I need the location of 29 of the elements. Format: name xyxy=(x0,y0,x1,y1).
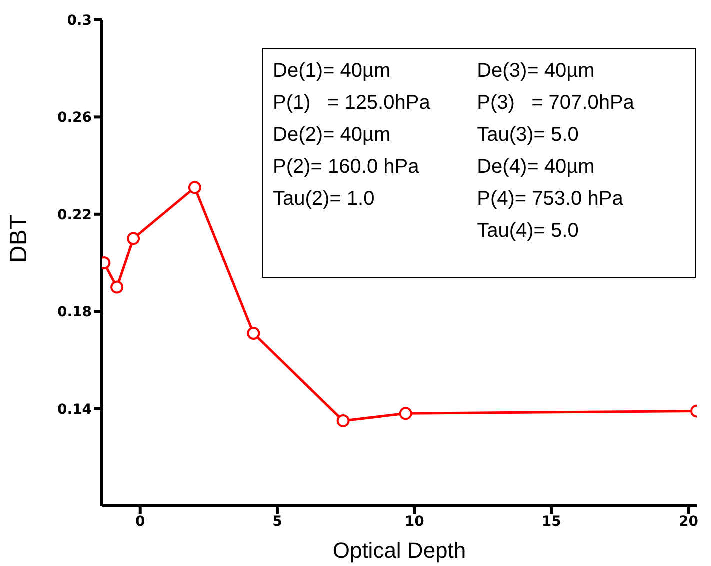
annotation: De(4)= 40µm xyxy=(477,155,596,180)
point xyxy=(399,407,412,420)
annotation: P(2)= 160.0 hPa xyxy=(273,155,420,180)
x-tick-label: 15 xyxy=(542,514,562,530)
annotation: P(1) = 125.0hPa xyxy=(273,91,432,116)
annotation: Tau(3)= 5.0 xyxy=(477,123,580,148)
point xyxy=(247,326,260,340)
y-tick-label: 0.26 xyxy=(57,110,92,126)
y-tick-label: 0.14 xyxy=(57,402,92,418)
annotation: Tau(4)= 5.0 xyxy=(477,219,580,244)
x-tick-label: 0 xyxy=(136,514,146,530)
x-tick-label: 10 xyxy=(404,514,425,530)
x-axis-title: Optical Depth xyxy=(332,538,466,563)
annotation: P(4)= 753.0 hPa xyxy=(477,187,624,212)
y-axis-title: DBT xyxy=(6,214,33,263)
x-tick-label: 5 xyxy=(272,514,282,530)
annotation: Tau(2)= 1.0 xyxy=(273,187,376,212)
point xyxy=(188,181,202,194)
point xyxy=(127,232,140,246)
annotation: P(3) = 707.0hPa xyxy=(477,91,636,116)
annotation: De(1)= 40µm xyxy=(273,59,392,84)
annotation: De(3)= 40µm xyxy=(477,59,596,84)
x-tick-label: 20 xyxy=(679,514,699,530)
y-tick-label: 0.18 xyxy=(57,304,92,321)
annotation: De(2)= 40µm xyxy=(273,123,392,148)
point xyxy=(336,414,350,428)
y-tick-label: 0.3 xyxy=(67,12,92,29)
y-tick-label: 0.22 xyxy=(57,207,92,224)
point xyxy=(110,280,124,294)
